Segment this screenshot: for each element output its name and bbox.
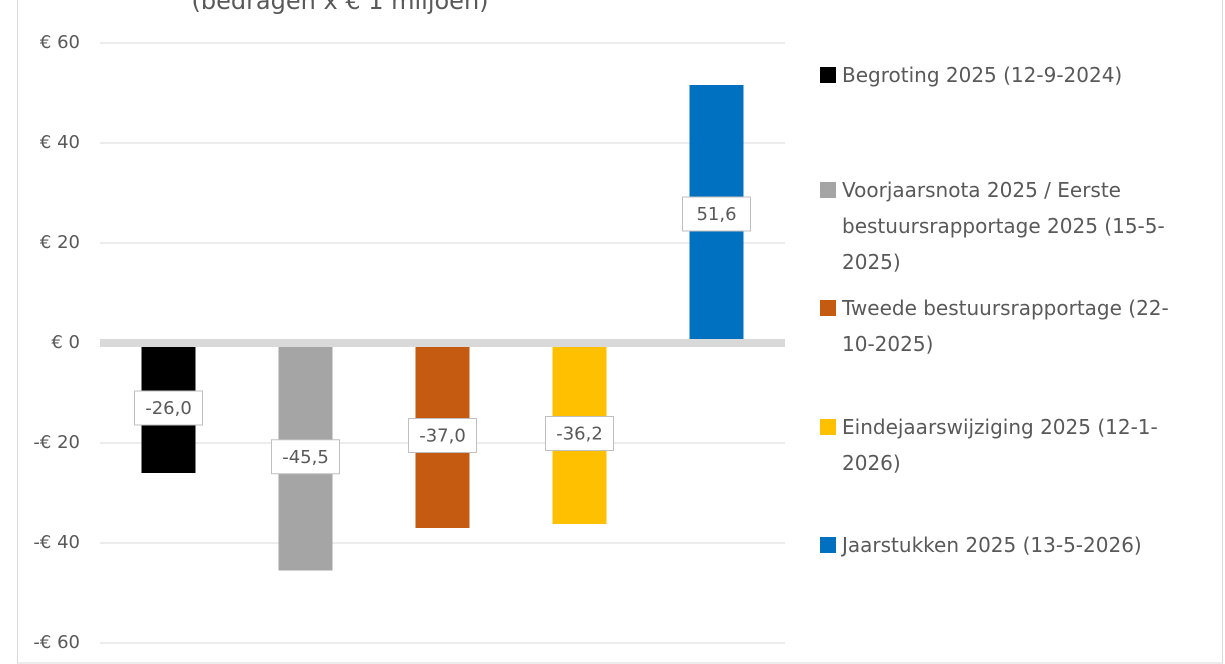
legend-swatch xyxy=(820,67,836,83)
data-label-box xyxy=(408,418,477,453)
data-label-box xyxy=(271,439,340,475)
legend-entry: Eindejaarswijziging 2025 (12-1-2026) xyxy=(820,409,1190,481)
legend-entry: Jaarstukken 2025 (13-5-2026) xyxy=(820,527,1190,563)
data-label-box xyxy=(134,390,203,426)
data-label: -45,5 xyxy=(282,447,329,468)
y-tick-label: -€ 60 xyxy=(33,632,80,653)
legend-label: Jaarstukken 2025 (13-5-2026) xyxy=(842,533,1142,557)
legend-swatch xyxy=(820,419,836,435)
y-tick-label: € 0 xyxy=(51,332,80,353)
legend-entry: Voorjaarsnota 2025 / Eerste bestuursrapp… xyxy=(820,172,1190,280)
data-label-box xyxy=(545,416,614,451)
chart-frame xyxy=(17,0,1223,664)
data-label: -37,0 xyxy=(419,426,466,447)
y-tick-label: € 60 xyxy=(40,32,80,53)
legend-swatch xyxy=(820,182,836,198)
data-label-box xyxy=(682,196,751,232)
chart-title: (bedragen x € 1 miljoen) xyxy=(191,0,488,15)
legend-label: Begroting 2025 (12-9-2024) xyxy=(842,63,1123,87)
y-tick-label: -€ 40 xyxy=(33,532,80,553)
y-tick-label: € 20 xyxy=(40,232,80,253)
legend-label: Tweede bestuursrapportage (22-10-2025) xyxy=(842,296,1169,356)
legend-entry: Begroting 2025 (12-9-2024) xyxy=(820,57,1190,93)
y-tick-label: € 40 xyxy=(40,132,80,153)
legend-entry: Tweede bestuursrapportage (22-10-2025) xyxy=(820,290,1190,362)
data-label: -36,2 xyxy=(556,424,603,445)
data-label: -26,0 xyxy=(145,398,192,419)
legend-swatch xyxy=(820,537,836,553)
data-label: 51,6 xyxy=(696,204,736,225)
y-tick-label: -€ 20 xyxy=(33,432,80,453)
legend-label: Voorjaarsnota 2025 / Eerste bestuursrapp… xyxy=(842,178,1165,274)
legend-swatch xyxy=(820,300,836,316)
legend-label: Eindejaarswijziging 2025 (12-1-2026) xyxy=(842,415,1158,475)
